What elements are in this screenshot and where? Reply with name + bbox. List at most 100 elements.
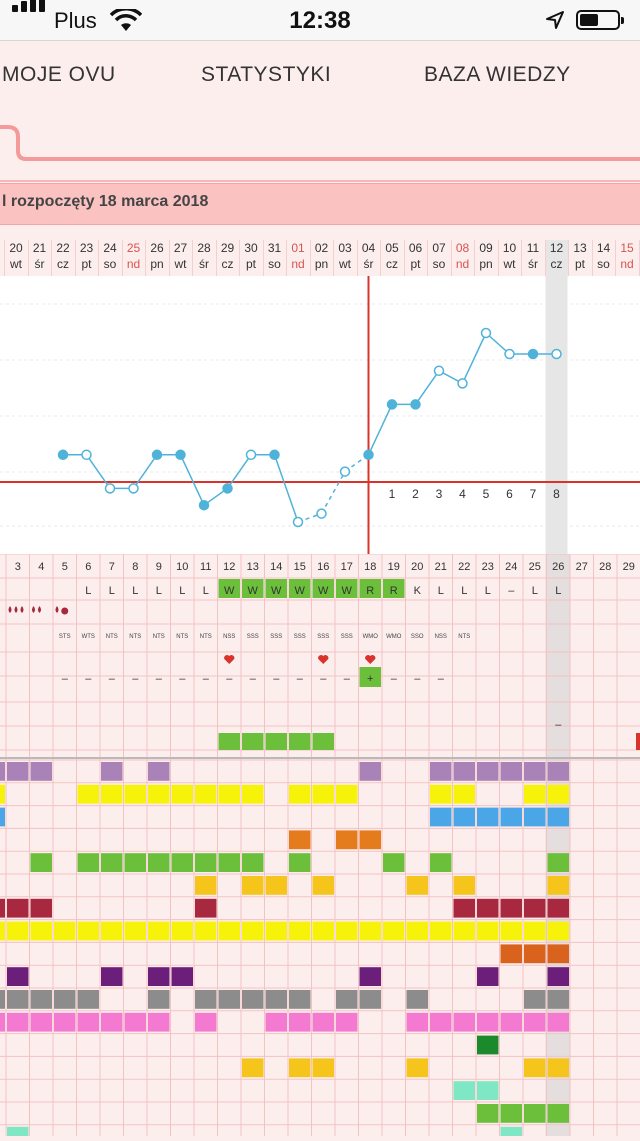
- cervix-cell: NTS: [106, 634, 118, 640]
- temp-point: [222, 483, 233, 494]
- temp-point: [410, 399, 421, 410]
- symptom-cell: [453, 1081, 475, 1100]
- mucus-cell: L: [203, 585, 209, 597]
- symptom-cell: [289, 921, 311, 941]
- nav-item-statystyki[interactable]: STATYSTYKI: [201, 63, 332, 86]
- mucus-cell: L: [485, 585, 491, 597]
- location-arrow-icon: [546, 11, 564, 29]
- day-header-11[interactable]: 11 śr: [526, 241, 540, 271]
- top-nav: MOJE OVU STATYSTYKI BAZA WIEDZY: [0, 41, 640, 111]
- test-cell: –: [297, 673, 304, 685]
- day-header-27[interactable]: 27 wt: [173, 241, 188, 271]
- cycle-day-number: 21: [435, 561, 447, 573]
- symptom-cell: [500, 1104, 522, 1123]
- symptom-cell: [218, 784, 240, 804]
- day-header-10[interactable]: 10 wt: [502, 241, 517, 271]
- symptom-cell: [406, 990, 428, 1009]
- day-header-21[interactable]: 21 śr: [32, 241, 47, 271]
- cervix-cell: WMO: [386, 634, 402, 640]
- mucus-cell: L: [109, 585, 115, 597]
- symptom-cell: [500, 762, 522, 781]
- cycle-day-number: 7: [109, 561, 115, 573]
- cycle-day-number: 26: [552, 561, 564, 573]
- carrier-label: Plus: [54, 8, 97, 33]
- symptom-cell: [500, 921, 522, 941]
- symptom-cell: [148, 762, 170, 781]
- day-header-28[interactable]: 28 śr: [197, 241, 211, 271]
- day-header-20[interactable]: 20 wt: [9, 241, 23, 271]
- symptom-cell: [265, 876, 287, 895]
- cervix-cell: SSS: [294, 634, 306, 640]
- test-cell: –: [109, 673, 116, 685]
- day-header-22[interactable]: 22 cz: [56, 241, 70, 271]
- symptom-cell: [30, 990, 52, 1009]
- symptom-cell: [289, 1012, 311, 1032]
- cycle-day-number: 25: [529, 561, 541, 573]
- symptom-cell: [359, 990, 381, 1009]
- nav-item-baza-wiedzy[interactable]: BAZA WIEDZY: [424, 63, 571, 86]
- day-header-30[interactable]: 30 pt: [244, 241, 258, 271]
- day-header-23[interactable]: 23 pt: [79, 241, 94, 271]
- status-bar: Plus 12:38: [0, 0, 640, 41]
- day-header-02[interactable]: 02 pn: [314, 241, 329, 271]
- symptom-cell: [453, 921, 475, 941]
- temp-point: [527, 348, 539, 360]
- symptom-cell: [101, 967, 123, 986]
- day-header-06[interactable]: 06 pt: [408, 241, 423, 271]
- symptom-cell: [30, 853, 52, 872]
- day-header-04[interactable]: 04 śr: [361, 241, 376, 271]
- temp-point: [504, 348, 515, 360]
- symptom-cell: [524, 1104, 546, 1123]
- temp-point: [269, 449, 280, 461]
- mucus-cell: K: [414, 585, 422, 597]
- symptom-cell: [547, 1058, 569, 1078]
- cycle-day-number: 13: [247, 561, 259, 573]
- day-header-13[interactable]: 13 pt: [573, 241, 587, 271]
- temp-point: [457, 378, 468, 389]
- symptom-cell: [148, 967, 170, 986]
- test-cell: –: [62, 673, 69, 685]
- temp-point: [551, 348, 562, 360]
- symptom-cell: [148, 921, 170, 941]
- cycle-day-number: 23: [482, 561, 494, 573]
- day-header-14[interactable]: 14 so: [596, 241, 611, 271]
- mucus-cell: W: [318, 585, 329, 597]
- symptom-cell: [7, 967, 29, 986]
- cycle-day-number: 14: [270, 561, 282, 573]
- luteal-day-label: 2: [412, 487, 419, 501]
- symptom-cell: [477, 1081, 499, 1100]
- day-header-07[interactable]: 07 so: [432, 241, 446, 271]
- cycle-day-number: 9: [156, 561, 162, 573]
- symptom-cell: [77, 784, 99, 804]
- symptom-cell: [54, 990, 76, 1009]
- battery-icon: [576, 10, 624, 30]
- symptom-cell: [477, 921, 499, 941]
- symptom-cell: [148, 853, 170, 872]
- day-header-05[interactable]: 05 cz: [385, 241, 399, 271]
- symptom-cell: [54, 1012, 76, 1032]
- luteal-day-label: 3: [436, 487, 443, 501]
- symptom-cell: [148, 1012, 170, 1032]
- symptom-cell: [547, 967, 569, 986]
- symptom-cell: [242, 1058, 264, 1078]
- cycle-day-number: 6: [85, 561, 91, 573]
- cervix-cell: SSO: [411, 634, 424, 640]
- nav-item-moje-ovu[interactable]: MOJE OVU: [2, 63, 116, 86]
- day-header-24[interactable]: 24 so: [103, 241, 117, 271]
- cycle-day-number: 4: [38, 561, 44, 573]
- day-header-26[interactable]: 26 pn: [150, 241, 164, 271]
- symptom-cell: [0, 1012, 5, 1032]
- day-header-03[interactable]: 03 wt: [338, 241, 352, 271]
- symptom-cell: [336, 830, 358, 850]
- day-header-12[interactable]: 12 cz: [549, 241, 564, 271]
- day-header-31[interactable]: 31 so: [267, 241, 282, 271]
- day-header-29[interactable]: 29 cz: [220, 241, 235, 271]
- day-header-09[interactable]: 09 pn: [479, 241, 493, 271]
- symptom-cell: [218, 921, 240, 941]
- symptom-cell: [124, 921, 146, 941]
